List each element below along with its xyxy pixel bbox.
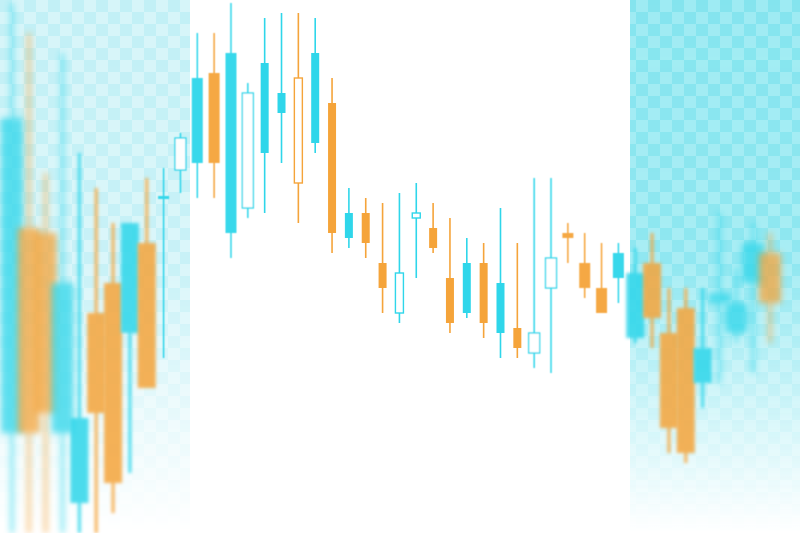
candle-up xyxy=(496,208,505,358)
candle-body xyxy=(191,78,203,163)
candle-down xyxy=(17,33,40,533)
candle-down xyxy=(104,223,123,513)
candle-body xyxy=(612,253,624,278)
candle-down xyxy=(293,13,304,223)
candle-down xyxy=(643,233,662,348)
candle-body xyxy=(1,118,23,433)
candle-body xyxy=(277,93,286,113)
candle-body xyxy=(759,253,781,303)
candle-down xyxy=(87,188,106,533)
candle-body xyxy=(87,313,106,413)
candle-body xyxy=(445,278,454,323)
candle-body xyxy=(527,332,541,354)
candle-body xyxy=(676,308,695,453)
candle-down xyxy=(34,173,57,533)
candle-body xyxy=(120,223,139,333)
candle-up xyxy=(462,238,471,318)
candle-up xyxy=(174,133,187,193)
candle-body xyxy=(361,213,370,243)
candle-body xyxy=(596,288,608,313)
candle-down xyxy=(429,203,438,253)
candle-body xyxy=(643,263,662,318)
candle-up xyxy=(241,83,255,218)
candle-down xyxy=(137,178,156,388)
candle-down xyxy=(562,223,574,263)
candle-up xyxy=(394,193,405,323)
candle-down xyxy=(513,243,522,358)
candle-body xyxy=(579,263,591,288)
candle-body xyxy=(137,243,156,388)
candle-up xyxy=(1,3,23,533)
candle-up xyxy=(311,18,320,153)
candle-body xyxy=(51,283,74,433)
candle-body xyxy=(479,263,488,323)
candle-body xyxy=(104,283,123,483)
candle-up xyxy=(158,168,170,358)
candle-body xyxy=(496,283,505,333)
candle-down xyxy=(208,33,220,198)
candle-up xyxy=(725,268,748,343)
candle-up xyxy=(708,213,731,383)
candle-body xyxy=(328,103,337,233)
candle-body xyxy=(659,333,678,428)
candle-body xyxy=(17,228,40,433)
candle-up xyxy=(344,188,353,248)
candle-body xyxy=(311,53,320,143)
candle-body xyxy=(725,303,748,333)
candle-down xyxy=(676,288,695,463)
candles-layer xyxy=(1,3,781,533)
candle-up xyxy=(544,178,558,373)
candle-up xyxy=(626,248,645,343)
candle-body xyxy=(293,77,304,184)
candle-up xyxy=(51,53,74,533)
candle-body xyxy=(158,196,170,199)
candle-up xyxy=(70,153,89,533)
candle-body xyxy=(260,63,269,153)
candle-body xyxy=(394,272,405,314)
candle-up xyxy=(191,33,203,198)
candle-down xyxy=(328,78,337,253)
candle-down xyxy=(596,243,608,313)
candle-body xyxy=(225,53,237,233)
candle-body xyxy=(742,243,765,283)
candle-body xyxy=(70,418,89,503)
candle-body xyxy=(708,293,731,303)
candle-body xyxy=(693,348,712,383)
candle-body xyxy=(462,263,471,313)
candle-up xyxy=(693,288,712,408)
candle-body xyxy=(411,212,421,219)
candle-up xyxy=(225,3,237,258)
candle-body xyxy=(626,273,645,338)
candle-body xyxy=(378,263,387,288)
candle-down xyxy=(759,233,781,343)
candle-body xyxy=(562,233,574,238)
candle-down xyxy=(579,233,591,298)
candle-down xyxy=(659,288,678,453)
candle-body xyxy=(344,213,353,238)
candle-up xyxy=(612,243,624,303)
candle-body xyxy=(208,73,220,163)
candle-up xyxy=(277,13,286,163)
candle-body xyxy=(513,328,522,348)
candle-down xyxy=(378,203,387,313)
candle-down xyxy=(445,218,454,333)
candle-up xyxy=(260,18,269,213)
candle-body xyxy=(241,92,255,209)
candle-body xyxy=(174,137,187,171)
candle-up xyxy=(527,178,541,368)
candle-body xyxy=(429,228,438,248)
candle-up xyxy=(742,223,765,373)
candle-down xyxy=(479,243,488,338)
candle-body xyxy=(34,233,57,413)
candle-body xyxy=(544,257,558,289)
candle-up xyxy=(411,183,421,278)
candle-up xyxy=(120,223,139,473)
candle-down xyxy=(361,198,370,258)
